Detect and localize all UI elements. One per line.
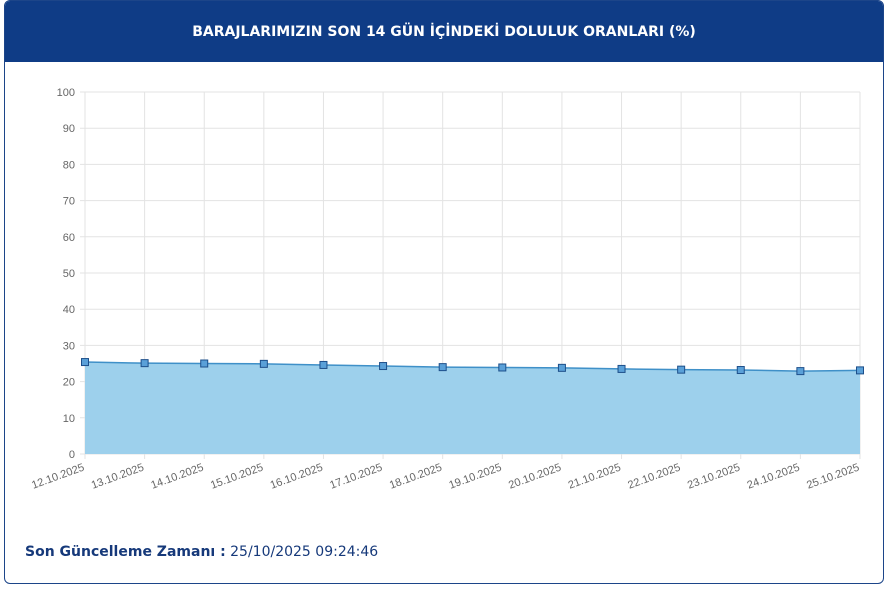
x-tick-label: 20.10.2025: [507, 462, 563, 492]
chart: 0 10 20 30 40 50 60 70 80 90 100 12.10.2025 13.10.20…: [30, 87, 864, 492]
footer-label: Son Güncelleme Zamanı :: [25, 544, 226, 560]
point: [856, 366, 864, 375]
x-tick-label: 18.10.2025: [388, 462, 444, 492]
point: [319, 360, 328, 369]
point: [796, 367, 805, 376]
point: [677, 365, 686, 374]
y-tick-label: 70: [63, 196, 75, 208]
chart-title: BARAJLARIMIZIN SON 14 GÜN İÇİNDEKİ DOLUL…: [5, 1, 883, 62]
x-tick-label: 22.10.2025: [626, 462, 682, 492]
line: [84, 361, 861, 372]
point: [379, 362, 388, 371]
y-tick-label: 90: [63, 123, 75, 135]
x-tick-label: 16.10.2025: [269, 462, 325, 492]
x-tick-label: 15.10.2025: [209, 462, 265, 492]
y-tick-label: 60: [63, 232, 75, 244]
x-tick-label: 21.10.2025: [567, 462, 623, 492]
point: [259, 359, 268, 368]
y-tick-label: 30: [63, 340, 75, 352]
y-tick-label: 80: [63, 159, 75, 171]
point: [557, 363, 566, 372]
point: [140, 359, 149, 368]
y-tick-label: 0: [69, 449, 75, 461]
x-tick-label: 14.10.2025: [149, 462, 205, 492]
x-tick-label: 17.10.2025: [328, 462, 384, 492]
footer-value: 25/10/2025 09:24:46: [230, 544, 379, 560]
point: [438, 363, 447, 372]
x-tick-label: 13.10.2025: [90, 462, 146, 492]
footer: Son Güncelleme Zamanı : 25/10/2025 09:24…: [25, 544, 378, 560]
y-tick-label: 100: [57, 87, 75, 99]
card: BARAJLARIMIZIN SON 14 GÜN İÇİNDEKİ DOLUL…: [4, 0, 884, 584]
point: [81, 358, 89, 367]
x-tick-label: 19.10.2025: [447, 462, 503, 492]
y-tick-label: 40: [63, 304, 75, 316]
x-tick-label: 24.10.2025: [746, 462, 802, 492]
y-tick-label: 10: [63, 413, 75, 425]
area: [85, 362, 860, 454]
x-tick-label: 25.10.2025: [805, 462, 861, 492]
y-tick-label: 50: [63, 268, 75, 280]
point: [617, 364, 626, 373]
x-tick-label: 23.10.2025: [686, 462, 742, 492]
point: [736, 366, 745, 375]
point: [200, 359, 209, 368]
x-tick-label: 12.10.2025: [30, 462, 86, 492]
y-tick-label: 20: [63, 377, 75, 389]
point: [498, 363, 507, 372]
